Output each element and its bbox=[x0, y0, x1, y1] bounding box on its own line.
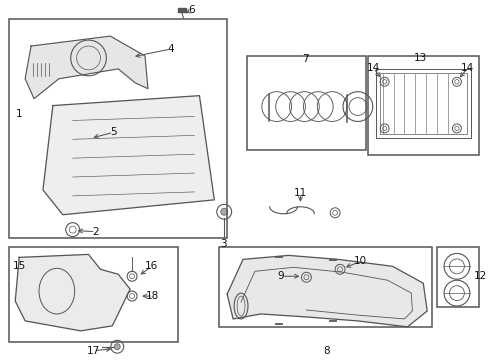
Polygon shape bbox=[227, 255, 427, 327]
Text: 14: 14 bbox=[367, 63, 380, 73]
Text: 2: 2 bbox=[92, 226, 99, 237]
Bar bbox=[368, 56, 479, 155]
Text: 7: 7 bbox=[302, 54, 309, 64]
Text: 18: 18 bbox=[147, 291, 160, 301]
Bar bbox=[178, 8, 186, 12]
Text: 5: 5 bbox=[110, 127, 117, 138]
Bar bbox=[437, 247, 479, 307]
Text: 15: 15 bbox=[13, 261, 26, 271]
Bar bbox=[376, 69, 471, 138]
Text: 3: 3 bbox=[220, 239, 226, 249]
Bar bbox=[9, 247, 178, 342]
Text: 13: 13 bbox=[414, 53, 427, 63]
Text: 11: 11 bbox=[294, 188, 307, 198]
Polygon shape bbox=[43, 96, 214, 215]
Text: 16: 16 bbox=[146, 261, 159, 271]
Text: 14: 14 bbox=[461, 63, 474, 73]
Text: 9: 9 bbox=[277, 271, 284, 281]
Polygon shape bbox=[25, 36, 148, 99]
Bar bbox=[219, 247, 432, 327]
Text: 6: 6 bbox=[188, 5, 195, 15]
Polygon shape bbox=[15, 255, 130, 331]
Text: 1: 1 bbox=[16, 108, 23, 118]
Circle shape bbox=[114, 344, 120, 350]
Text: 8: 8 bbox=[323, 346, 329, 356]
Bar bbox=[247, 56, 366, 150]
Text: 17: 17 bbox=[87, 346, 100, 356]
Text: 4: 4 bbox=[168, 44, 174, 54]
Text: 12: 12 bbox=[474, 271, 488, 281]
Circle shape bbox=[220, 208, 228, 215]
Bar bbox=[380, 73, 467, 134]
Text: 10: 10 bbox=[354, 256, 368, 266]
Bar bbox=[9, 19, 227, 238]
